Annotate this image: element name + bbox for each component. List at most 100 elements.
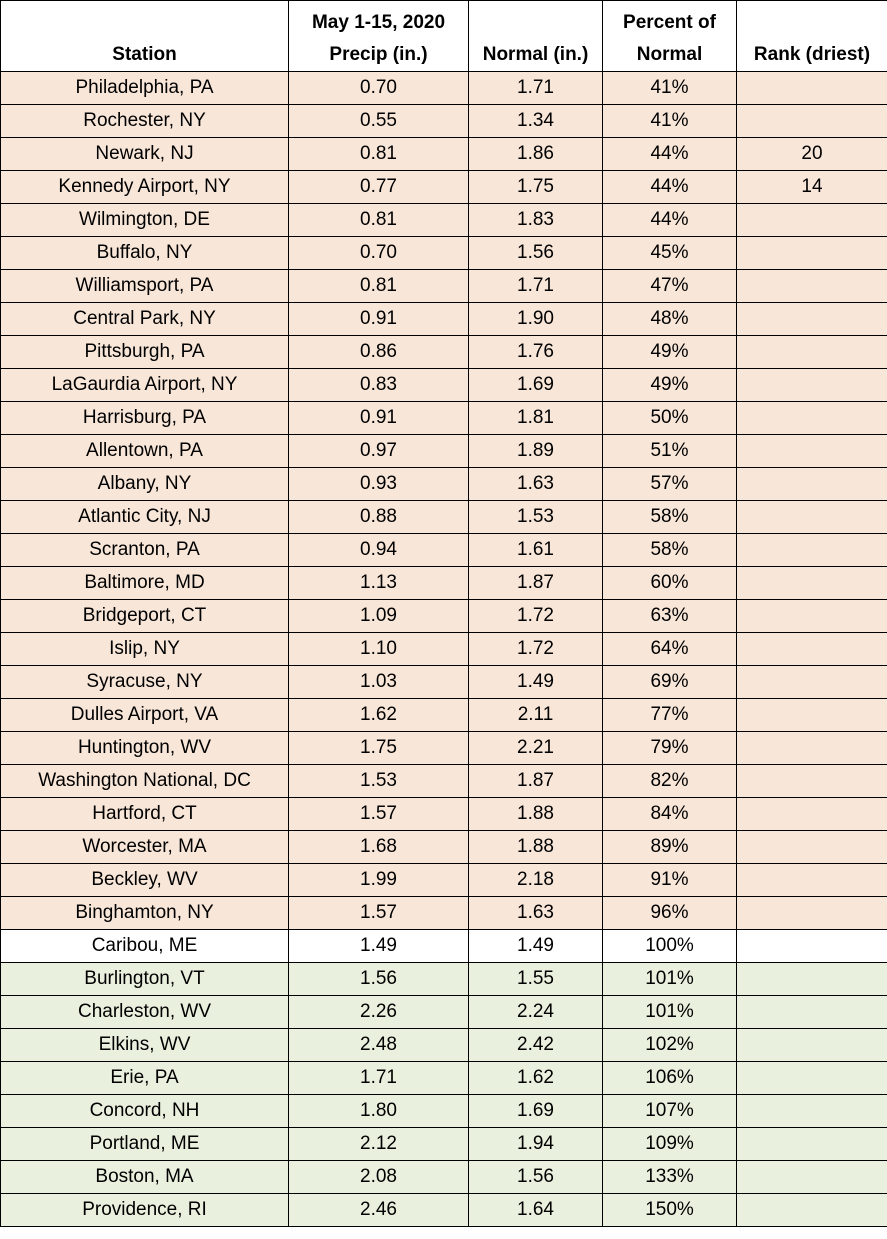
table-row: Scranton, PA 0.94 1.61 58% — [0, 533, 887, 567]
station-cell: Concord, NH — [0, 1094, 289, 1128]
precip-cell: 1.99 — [288, 863, 469, 897]
rank-cell — [736, 236, 887, 270]
normal-cell: 1.69 — [468, 368, 603, 402]
normal-cell: 2.21 — [468, 731, 603, 765]
percent-of-normal-cell: 63% — [602, 599, 737, 633]
station-cell: Allentown, PA — [0, 434, 289, 468]
table-row: Islip, NY 1.10 1.72 64% — [0, 632, 887, 666]
precip-cell: 1.68 — [288, 830, 469, 864]
station-cell: Buffalo, NY — [0, 236, 289, 270]
precip-cell: 0.88 — [288, 500, 469, 534]
precip-cell: 1.03 — [288, 665, 469, 699]
station-cell: Providence, RI — [0, 1193, 289, 1227]
station-cell: Beckley, WV — [0, 863, 289, 897]
station-cell: Binghamton, NY — [0, 896, 289, 930]
precip-cell: 0.91 — [288, 401, 469, 435]
normal-cell: 1.69 — [468, 1094, 603, 1128]
precip-cell: 1.57 — [288, 896, 469, 930]
precip-cell: 1.71 — [288, 1061, 469, 1095]
percent-of-normal-cell: 44% — [602, 170, 737, 204]
rank-cell — [736, 401, 887, 435]
normal-cell: 1.88 — [468, 830, 603, 864]
station-cell: Newark, NJ — [0, 137, 289, 171]
precip-cell: 0.81 — [288, 203, 469, 237]
percent-of-normal-cell: 150% — [602, 1193, 737, 1227]
normal-cell: 1.71 — [468, 71, 603, 105]
rank-cell — [736, 533, 887, 567]
percent-of-normal-cell: 49% — [602, 368, 737, 402]
precip-cell: 1.49 — [288, 929, 469, 963]
rank-cell — [736, 269, 887, 303]
precip-cell: 1.10 — [288, 632, 469, 666]
rank-cell — [736, 203, 887, 237]
rank-cell — [736, 665, 887, 699]
table-body: Philadelphia, PA 0.70 1.71 41% Rochester, NY… — [0, 71, 887, 1227]
normal-cell: 1.75 — [468, 170, 603, 204]
normal-cell: 1.34 — [468, 104, 603, 138]
normal-cell: 1.76 — [468, 335, 603, 369]
table-row: Albany, NY 0.93 1.63 57% — [0, 467, 887, 501]
percent-of-normal-cell: 47% — [602, 269, 737, 303]
precip-cell: 0.70 — [288, 71, 469, 105]
percent-of-normal-cell: 82% — [602, 764, 737, 798]
normal-cell: 2.11 — [468, 698, 603, 732]
percent-of-normal-cell: 91% — [602, 863, 737, 897]
station-cell: Dulles Airport, VA — [0, 698, 289, 732]
station-cell: Philadelphia, PA — [0, 71, 289, 105]
rank-cell — [736, 731, 887, 765]
station-cell: Worcester, MA — [0, 830, 289, 864]
station-cell: Boston, MA — [0, 1160, 289, 1194]
normal-cell: 2.24 — [468, 995, 603, 1029]
precip-cell: 0.83 — [288, 368, 469, 402]
normal-cell: 1.86 — [468, 137, 603, 171]
station-cell: Rochester, NY — [0, 104, 289, 138]
precip-cell: 2.46 — [288, 1193, 469, 1227]
table-row: Providence, RI 2.46 1.64 150% — [0, 1193, 887, 1227]
precip-cell: 1.09 — [288, 599, 469, 633]
rank-cell — [736, 962, 887, 996]
normal-cell: 1.49 — [468, 929, 603, 963]
rank-cell: 20 — [736, 137, 887, 171]
station-cell: Caribou, ME — [0, 929, 289, 963]
precip-cell: 2.26 — [288, 995, 469, 1029]
station-cell: Elkins, WV — [0, 1028, 289, 1062]
header-station: Station — [0, 0, 289, 72]
station-cell: Portland, ME — [0, 1127, 289, 1161]
rank-cell — [736, 1127, 887, 1161]
percent-of-normal-cell: 51% — [602, 434, 737, 468]
percent-of-normal-cell: 41% — [602, 104, 737, 138]
precip-cell: 0.70 — [288, 236, 469, 270]
rank-cell — [736, 632, 887, 666]
table-row: Pittsburgh, PA 0.86 1.76 49% — [0, 335, 887, 369]
percent-of-normal-cell: 58% — [602, 533, 737, 567]
table-row: Caribou, ME 1.49 1.49 100% — [0, 929, 887, 963]
table-row: Dulles Airport, VA 1.62 2.11 77% — [0, 698, 887, 732]
station-cell: Pittsburgh, PA — [0, 335, 289, 369]
rank-cell — [736, 71, 887, 105]
normal-cell: 1.87 — [468, 566, 603, 600]
percent-of-normal-cell: 44% — [602, 137, 737, 171]
station-cell: Charleston, WV — [0, 995, 289, 1029]
normal-cell: 1.63 — [468, 896, 603, 930]
normal-cell: 1.71 — [468, 269, 603, 303]
station-cell: Harrisburg, PA — [0, 401, 289, 435]
table-row: Allentown, PA 0.97 1.89 51% — [0, 434, 887, 468]
normal-cell: 1.62 — [468, 1061, 603, 1095]
normal-cell: 1.49 — [468, 665, 603, 699]
percent-of-normal-cell: 79% — [602, 731, 737, 765]
normal-cell: 1.56 — [468, 1160, 603, 1194]
rank-cell — [736, 302, 887, 336]
percent-of-normal-cell: 41% — [602, 71, 737, 105]
station-cell: Atlantic City, NJ — [0, 500, 289, 534]
precip-cell: 1.75 — [288, 731, 469, 765]
rank-cell — [736, 467, 887, 501]
normal-cell: 1.61 — [468, 533, 603, 567]
precip-cell: 1.13 — [288, 566, 469, 600]
percent-of-normal-cell: 133% — [602, 1160, 737, 1194]
station-cell: Burlington, VT — [0, 962, 289, 996]
table-row: Worcester, MA 1.68 1.88 89% — [0, 830, 887, 864]
rank-cell — [736, 1061, 887, 1095]
percent-of-normal-cell: 77% — [602, 698, 737, 732]
rank-cell — [736, 830, 887, 864]
precip-cell: 1.56 — [288, 962, 469, 996]
